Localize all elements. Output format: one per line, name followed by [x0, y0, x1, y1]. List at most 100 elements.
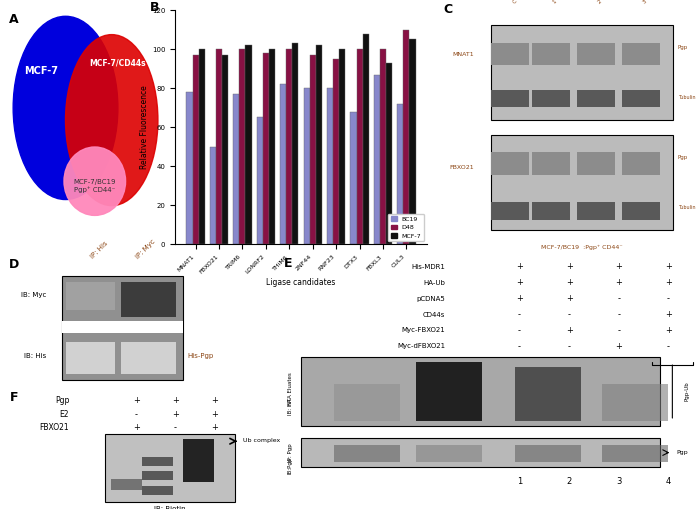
Bar: [257, 118, 262, 244]
Text: -: -: [617, 310, 620, 319]
Text: IB: Biotin: IB: Biotin: [155, 506, 186, 509]
Text: +: +: [172, 397, 178, 405]
Text: +: +: [516, 294, 523, 303]
Text: F: F: [10, 391, 18, 404]
Text: +: +: [133, 397, 140, 405]
Text: FBXO21: FBXO21: [39, 423, 69, 432]
Text: 1 CiRS: 1 CiRS: [552, 0, 568, 5]
Bar: [622, 152, 660, 175]
Text: 2: 2: [566, 477, 572, 487]
Bar: [280, 84, 286, 244]
Text: IB:Pgp: IB:Pgp: [288, 456, 293, 473]
Bar: [262, 53, 269, 244]
Text: Tubulin: Tubulin: [678, 205, 695, 210]
Bar: [222, 55, 228, 244]
Text: +: +: [211, 423, 218, 432]
Text: 4: 4: [666, 477, 671, 487]
Text: Pgp: Pgp: [676, 450, 688, 455]
Text: Myc-FBXO21: Myc-FBXO21: [402, 327, 445, 333]
Text: +: +: [566, 294, 573, 303]
Bar: [532, 90, 570, 107]
Bar: [141, 457, 173, 466]
Text: +: +: [516, 263, 523, 271]
Bar: [286, 49, 293, 244]
Bar: [380, 49, 386, 244]
Bar: [602, 384, 668, 421]
Bar: [233, 94, 239, 244]
Text: C: C: [444, 3, 453, 16]
Bar: [334, 384, 400, 421]
Bar: [515, 367, 582, 421]
Bar: [491, 43, 529, 65]
Text: 1: 1: [517, 477, 522, 487]
Text: pCDNA5: pCDNA5: [416, 296, 445, 302]
Bar: [269, 49, 275, 244]
Bar: [246, 45, 251, 244]
Text: +: +: [211, 410, 218, 419]
Bar: [141, 486, 173, 495]
Text: +: +: [665, 263, 672, 271]
Text: FBXO21: FBXO21: [449, 165, 474, 169]
Text: -: -: [174, 423, 177, 432]
Bar: [334, 445, 400, 462]
Text: A: A: [8, 13, 18, 25]
Text: IP: Myc: IP: Myc: [134, 238, 156, 260]
Text: +: +: [615, 342, 622, 351]
Text: -: -: [518, 310, 521, 319]
Text: +: +: [172, 410, 178, 419]
Bar: [327, 88, 333, 244]
Bar: [577, 152, 615, 175]
Text: MCF-7/BC19
Pgp⁺ CD44⁻: MCF-7/BC19 Pgp⁺ CD44⁻: [74, 179, 116, 193]
Text: -: -: [617, 294, 620, 303]
Text: +: +: [615, 263, 622, 271]
Bar: [363, 34, 369, 244]
Bar: [239, 49, 246, 244]
Text: E: E: [284, 257, 293, 270]
Bar: [316, 45, 322, 244]
Bar: [141, 471, 173, 480]
Bar: [403, 30, 410, 244]
Text: His-MDR1: His-MDR1: [412, 264, 445, 270]
Bar: [66, 343, 115, 374]
Text: His-Pgp: His-Pgp: [188, 353, 214, 359]
Text: Pgp: Pgp: [678, 45, 688, 50]
Bar: [301, 438, 660, 467]
Text: MNAT1: MNAT1: [452, 52, 474, 58]
Bar: [491, 202, 529, 219]
Text: D: D: [9, 259, 19, 271]
Ellipse shape: [66, 35, 158, 206]
Text: HA-Ub: HA-Ub: [424, 280, 445, 286]
Bar: [491, 25, 673, 120]
Bar: [410, 40, 416, 244]
Text: -: -: [135, 410, 138, 419]
Legend: BC19, D48, MCF-7: BC19, D48, MCF-7: [388, 214, 424, 241]
Bar: [532, 152, 570, 175]
Bar: [532, 43, 570, 65]
Text: Pgp-Ub: Pgp-Ub: [685, 382, 690, 402]
Bar: [532, 202, 570, 219]
Bar: [186, 92, 193, 244]
Text: -: -: [568, 310, 570, 319]
Text: -: -: [666, 294, 670, 303]
Bar: [622, 43, 660, 65]
Text: Pgp: Pgp: [55, 397, 69, 405]
Text: 3 CiRS: 3 CiRS: [643, 0, 659, 5]
Text: MCF-7: MCF-7: [24, 66, 58, 76]
Text: IB: His: IB: His: [24, 353, 46, 359]
Bar: [111, 479, 141, 491]
Bar: [210, 147, 216, 244]
Text: IP: His: IP: His: [90, 240, 109, 260]
Text: +: +: [566, 278, 573, 287]
Bar: [62, 276, 183, 381]
Text: Tubulin: Tubulin: [678, 95, 695, 100]
Ellipse shape: [13, 16, 118, 200]
Bar: [577, 202, 615, 219]
Bar: [183, 439, 214, 482]
Ellipse shape: [64, 147, 125, 215]
Bar: [491, 90, 529, 107]
Bar: [309, 55, 316, 244]
Text: MCF-7/BC19  :Pgp⁺ CD44⁻: MCF-7/BC19 :Pgp⁺ CD44⁻: [541, 244, 623, 250]
Bar: [340, 49, 345, 244]
Text: IB: Myc: IB: Myc: [21, 292, 46, 298]
Text: Pgp: Pgp: [678, 155, 688, 160]
